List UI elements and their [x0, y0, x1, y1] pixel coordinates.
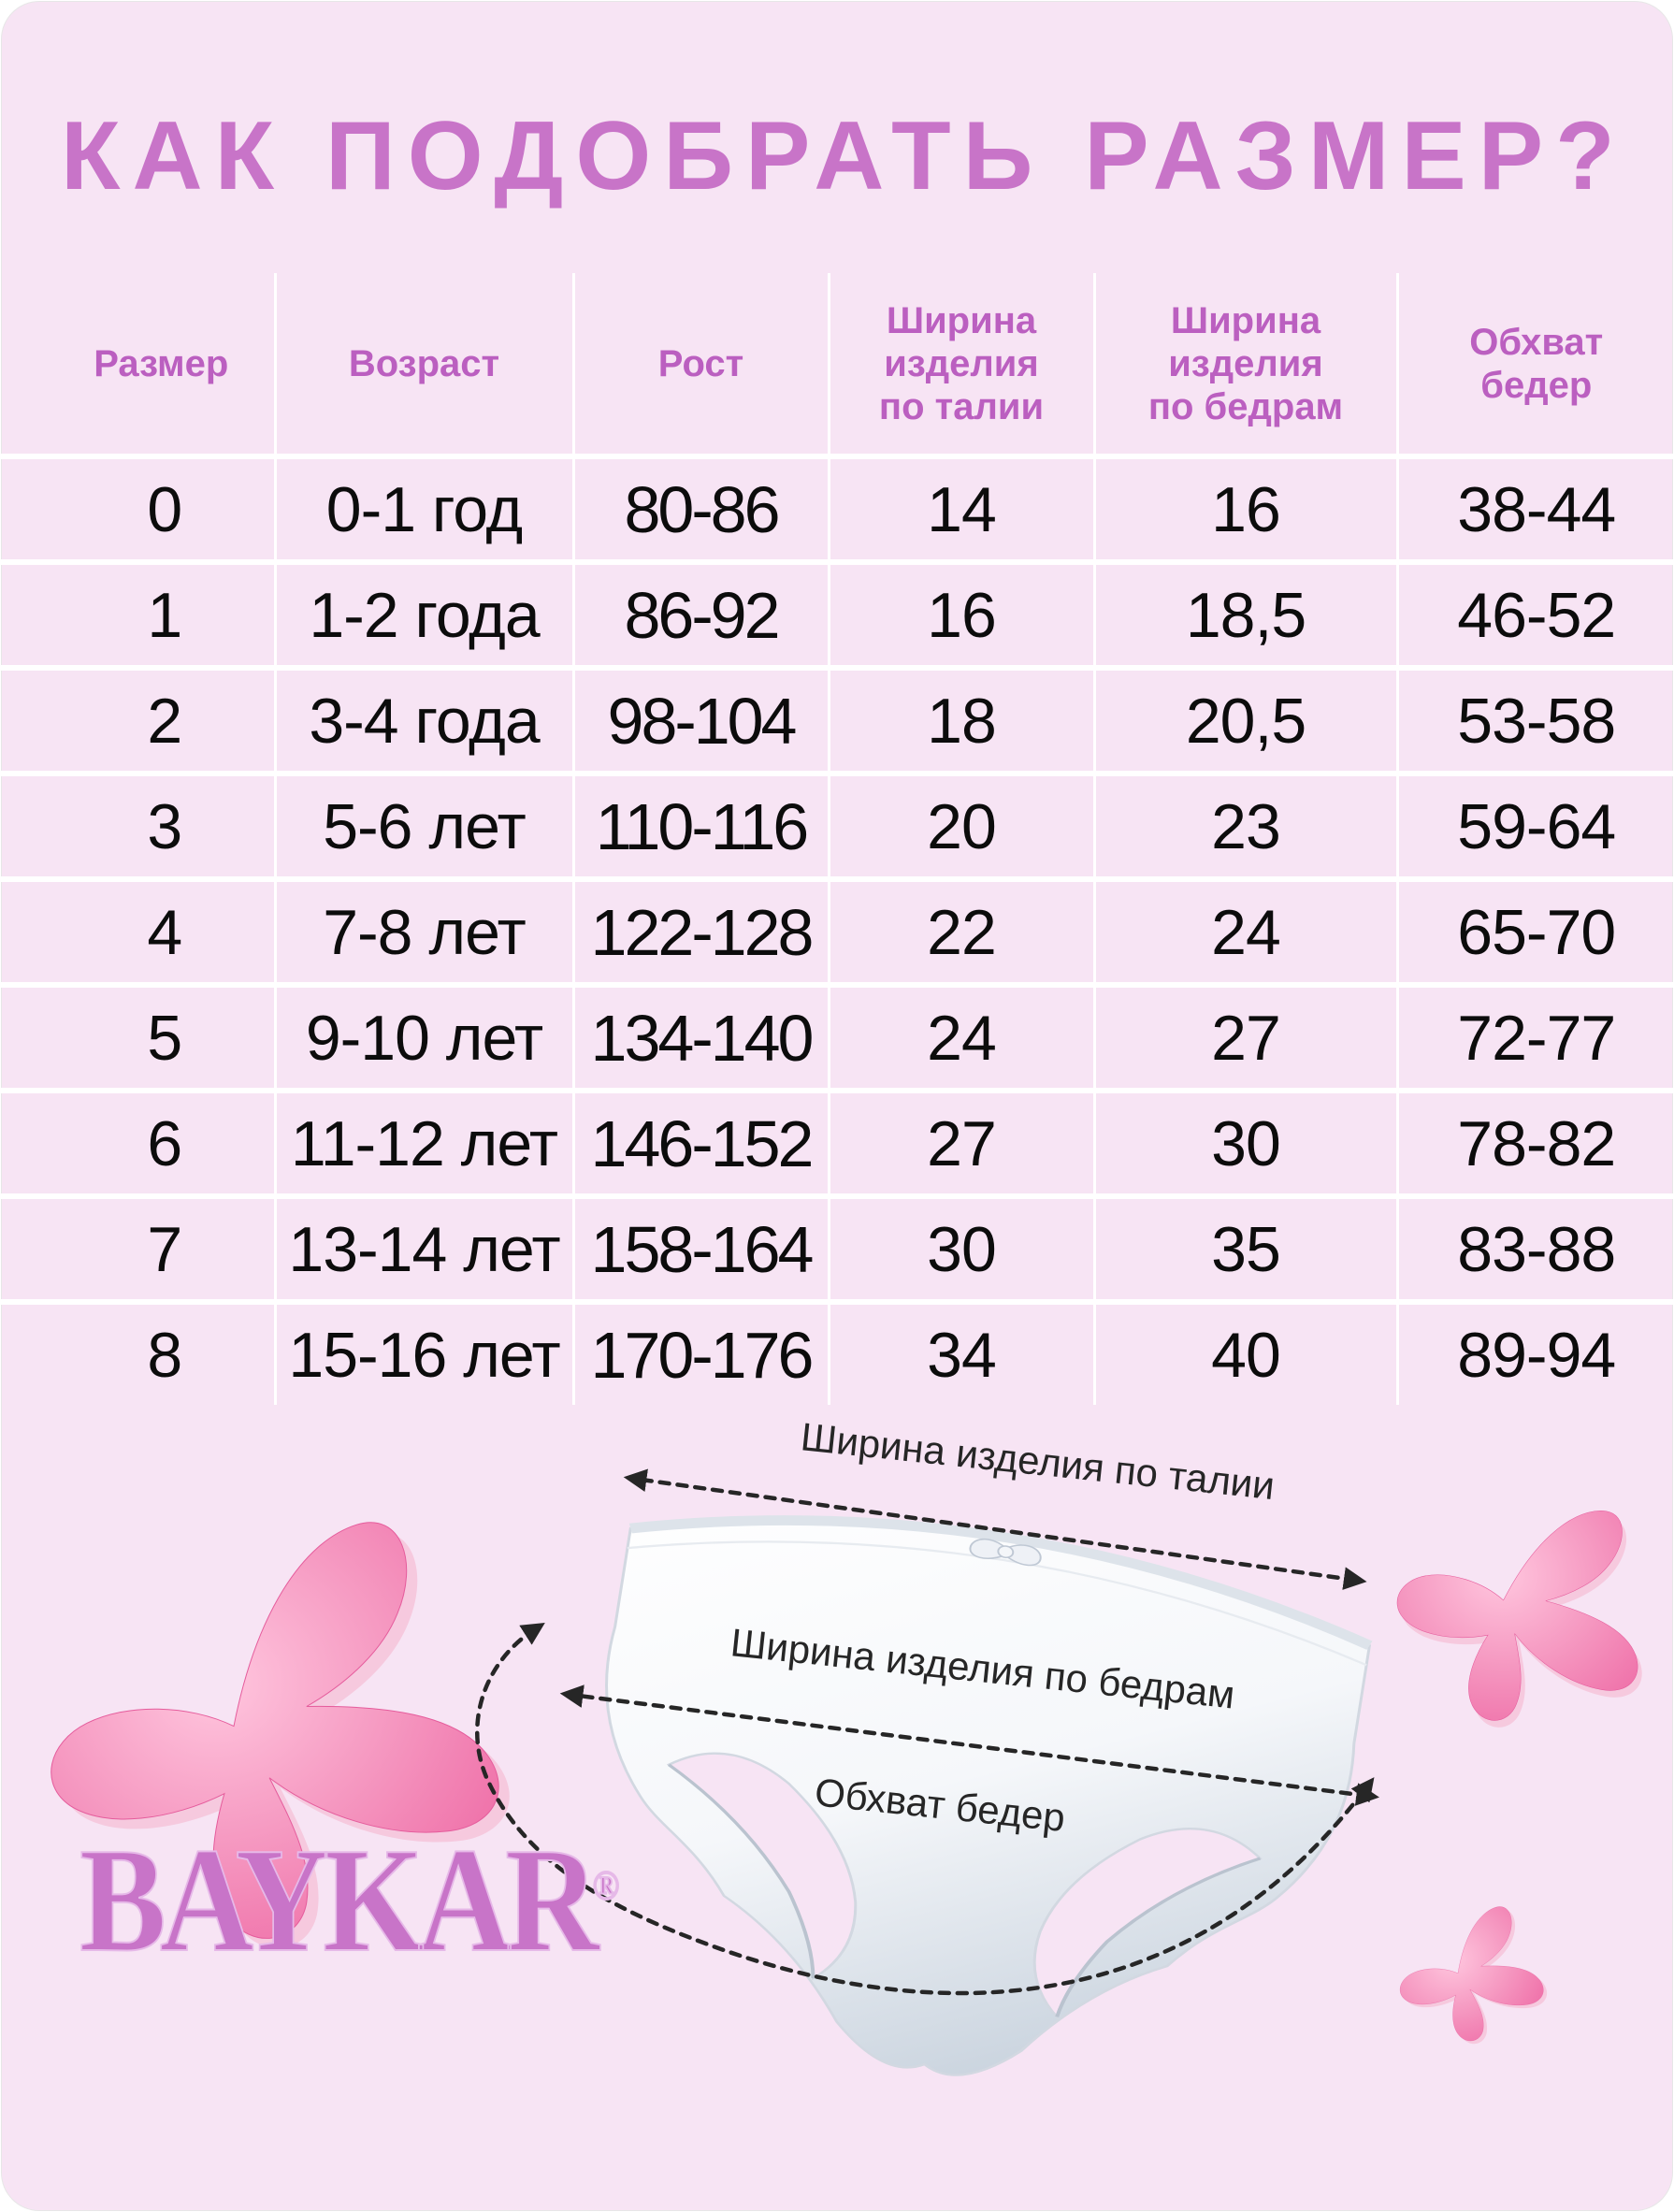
- svg-text:Ширина изделия по талии: Ширина изделия по талии: [799, 1414, 1277, 1508]
